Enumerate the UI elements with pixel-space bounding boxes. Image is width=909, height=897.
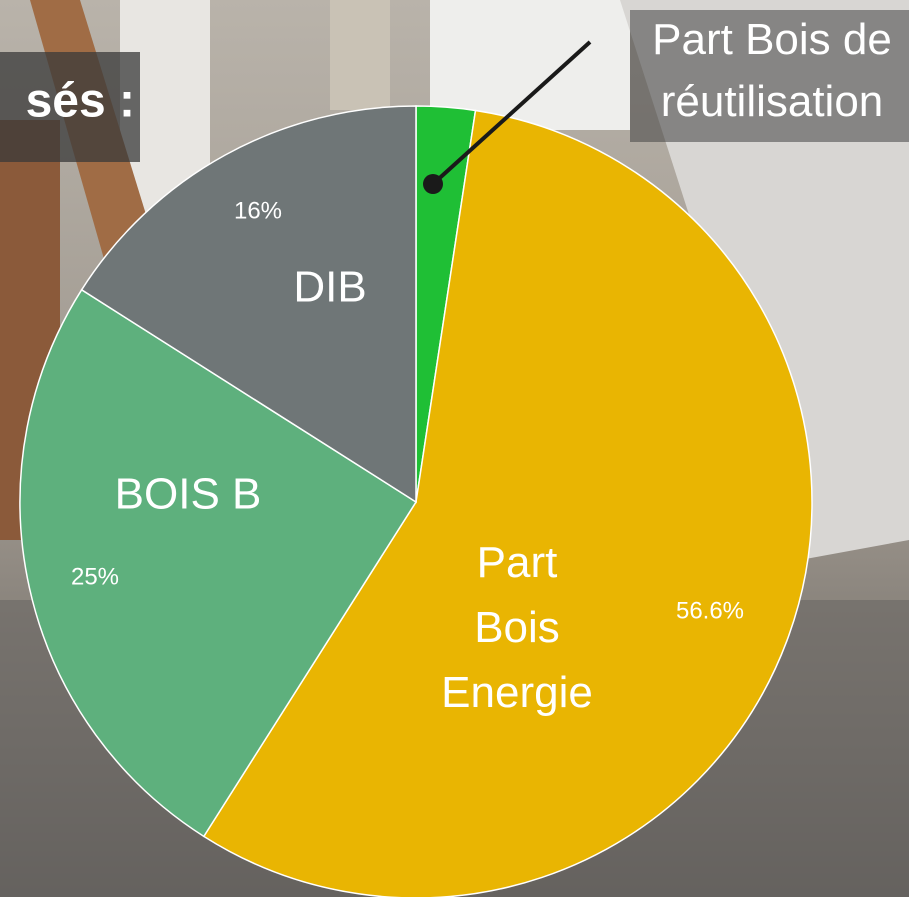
value-label: 56.6% — [676, 597, 744, 624]
value-label: 16% — [234, 197, 282, 224]
annotation-dot — [423, 174, 443, 194]
pie-slice — [80, 105, 417, 504]
chart-title: sés : — [26, 75, 135, 128]
category-label: DIB — [293, 263, 366, 312]
category-label: Part Bois Energie — [441, 538, 593, 717]
annotation-line — [431, 40, 592, 186]
category-label: Part Bois de réutilisation — [652, 15, 892, 126]
value-label: 25% — [71, 563, 119, 590]
pie-slice — [202, 109, 813, 897]
pie-slice — [19, 288, 418, 838]
category-label: BOIS B — [115, 470, 262, 519]
